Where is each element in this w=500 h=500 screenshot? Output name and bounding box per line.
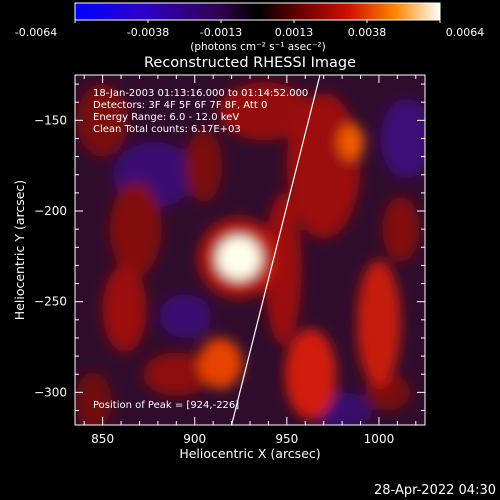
colorbar-tick-label: 0.0038 [348,26,387,39]
emission-blob [143,352,210,396]
emission-blob [185,129,223,202]
info-detectors: Detectors: 3F 4F 5F 6F 7F 8F, Att 0 [93,100,267,111]
info-energy-range: Energy Range: 6.0 - 12.0 keV [93,112,239,123]
colorbar-tick-label: -0.0038 [127,26,169,39]
emission-blob [380,98,425,179]
emission-blob [159,294,212,338]
colorbar-tick-label: -0.0013 [200,26,242,39]
emission-blob [110,181,162,277]
info-time-range: 18-Jan-2003 01:13:16.000 to 01:14:52.000 [93,88,308,99]
emission-blob [285,328,337,420]
colorbar-tick-label: 0.0013 [275,26,314,39]
image-emission [75,82,425,425]
y-tick-label: −300 [34,385,67,399]
x-tick-label: 850 [91,432,114,446]
emission-blob [75,372,112,425]
x-tick-label: 1000 [364,432,395,446]
emission-blob [286,93,361,239]
x-tick-label: 950 [275,432,298,446]
peak-position-text: Position of Peak = [924,-226] [93,400,239,411]
plot-title: Reconstructed RHESSI Image [144,55,356,71]
emission-blob [218,82,311,141]
emission-blob [102,265,147,353]
emission-blob [76,84,129,157]
colorbar-tick-label: -0.0064 [15,26,57,39]
colorbar-tick-label: 0.0064 [446,26,485,39]
x-tick-label: 900 [183,432,206,446]
emission-blob [382,196,420,262]
y-tick-label: −200 [34,204,67,218]
emission-blob [264,192,302,346]
y-axis-label: Heliocentric Y (arcsec) [12,180,27,320]
y-tick-label: −250 [34,295,67,309]
footer-date: 28-Apr-2022 04:30 [374,483,496,498]
emission-blob [198,337,243,389]
emission-blob [216,236,262,280]
colorbar [74,2,441,21]
colorbar-unit-label: (photons cm⁻² s⁻¹ asec⁻²) [190,41,325,53]
solar-limb-line [230,75,321,425]
info-clean-counts: Clean Total counts: 6.17E+03 [93,124,241,135]
colorbar-ticks [74,20,441,23]
x-axis-label: Heliocentric X (arcsec) [179,446,320,461]
y-tick-label: −150 [34,113,67,127]
emission-blob [356,259,402,387]
emission-blob [338,123,365,161]
